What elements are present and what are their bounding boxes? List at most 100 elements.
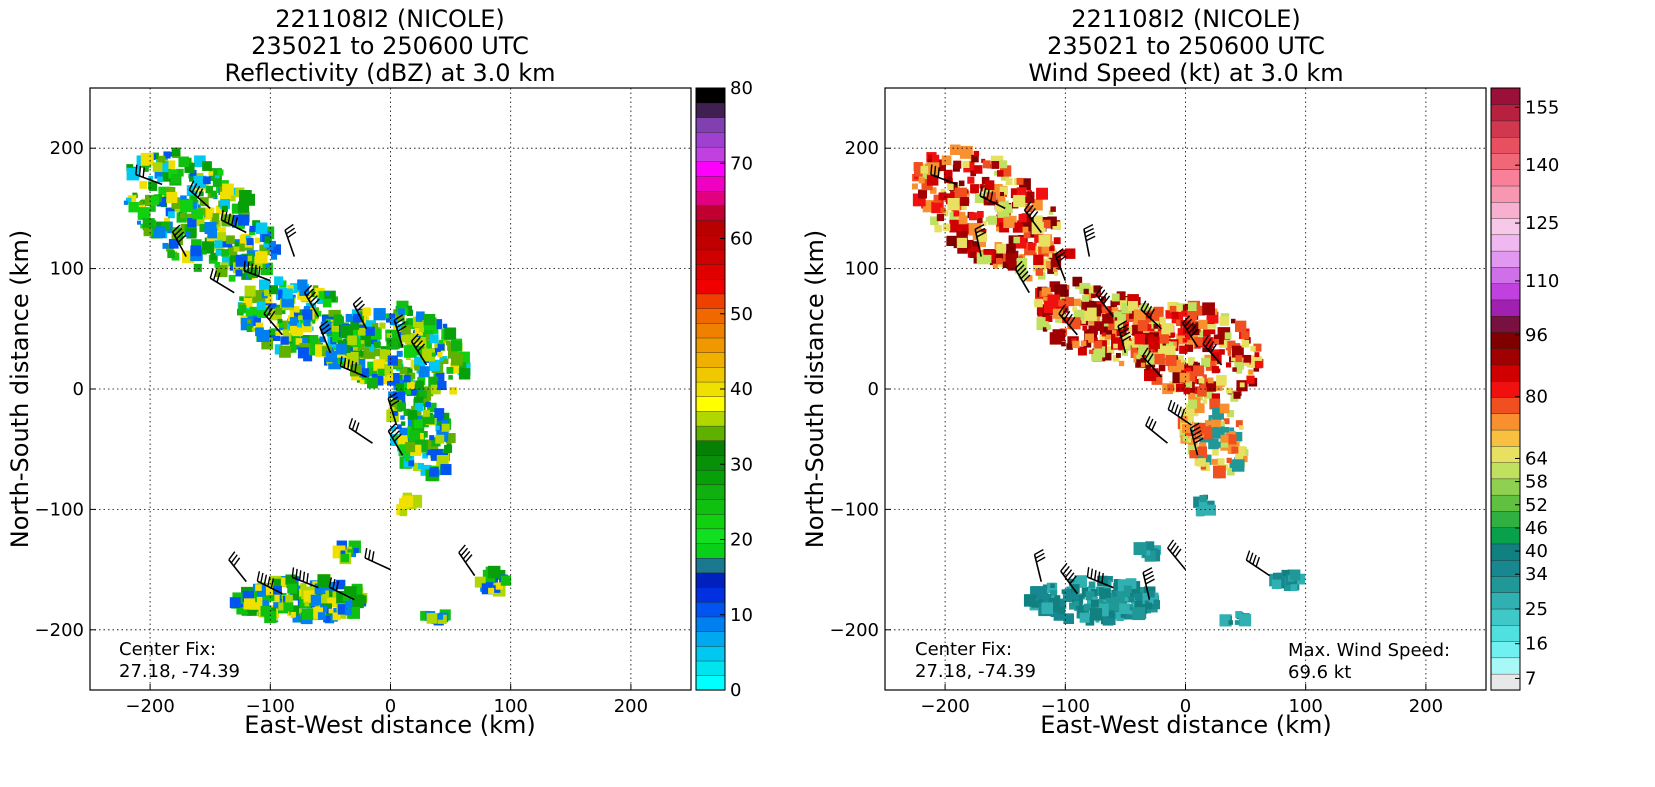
field-cell bbox=[1079, 612, 1090, 623]
field-cell bbox=[1206, 311, 1219, 324]
field-cell bbox=[434, 408, 445, 418]
field-cell bbox=[1141, 303, 1149, 312]
field-cell bbox=[1149, 334, 1154, 339]
field-cell bbox=[359, 355, 365, 361]
wind-barb-flag bbox=[1190, 422, 1200, 429]
field-cell bbox=[1106, 580, 1111, 585]
wind-barb-flag bbox=[354, 362, 358, 373]
field-cell bbox=[235, 254, 248, 267]
field-cell bbox=[413, 396, 424, 407]
field-cell bbox=[1086, 285, 1096, 295]
field-cell bbox=[399, 508, 407, 517]
field-cell bbox=[972, 235, 978, 241]
field-cell bbox=[1007, 261, 1017, 271]
wind-barb-flag bbox=[937, 167, 940, 178]
field-cell bbox=[1198, 499, 1208, 508]
field-cell bbox=[1042, 327, 1048, 332]
wind-barb-flag bbox=[243, 260, 246, 271]
field-cell bbox=[367, 377, 378, 389]
field-cell bbox=[233, 245, 240, 252]
field-cell bbox=[1052, 308, 1064, 319]
field-cell bbox=[1136, 595, 1148, 607]
colorbar-segment bbox=[695, 175, 726, 192]
field-cell bbox=[228, 194, 236, 202]
wind-barb-flag bbox=[270, 578, 275, 589]
field-cell bbox=[1106, 346, 1115, 354]
field-cell bbox=[432, 328, 439, 334]
field-cell bbox=[353, 547, 359, 554]
field-cell bbox=[152, 162, 163, 172]
field-cell bbox=[287, 284, 294, 292]
field-cell bbox=[982, 187, 992, 197]
field-cell bbox=[1112, 592, 1117, 597]
field-cell bbox=[332, 331, 343, 343]
field-cell bbox=[930, 216, 939, 226]
field-cell bbox=[189, 202, 198, 210]
wind-barb-shaft bbox=[209, 277, 235, 294]
field-cell bbox=[186, 253, 194, 261]
wind-barb-flag bbox=[1182, 315, 1191, 324]
colorbar-tick-label: 25 bbox=[1525, 599, 1548, 620]
field-cell bbox=[1212, 380, 1223, 391]
field-cell bbox=[191, 239, 202, 250]
field-cell bbox=[1208, 438, 1219, 450]
colorbar-segment bbox=[695, 366, 726, 383]
field-cell bbox=[242, 590, 254, 603]
field-cell bbox=[282, 329, 290, 337]
field-cell bbox=[359, 368, 369, 378]
wind-barb-flag bbox=[393, 433, 402, 442]
field-cell bbox=[1177, 328, 1186, 336]
field-cell bbox=[407, 385, 418, 396]
field-cell bbox=[1003, 216, 1015, 229]
field-cell bbox=[1093, 285, 1101, 293]
field-cell bbox=[1053, 237, 1061, 245]
field-cell bbox=[299, 286, 310, 296]
field-cell bbox=[331, 322, 342, 332]
field-cell bbox=[289, 336, 301, 347]
y-tick-label: −100 bbox=[830, 499, 879, 520]
wind-barb-flag bbox=[1057, 255, 1067, 263]
field-cell bbox=[1127, 300, 1138, 311]
field-cell bbox=[914, 168, 923, 177]
field-cell bbox=[1117, 579, 1130, 592]
field-cell bbox=[1127, 294, 1139, 306]
field-cell bbox=[1082, 294, 1089, 302]
colorbar-tick-label: 58 bbox=[1525, 472, 1548, 493]
field-cell bbox=[279, 320, 290, 331]
field-cell bbox=[932, 154, 940, 162]
wind-barb-flag bbox=[1036, 556, 1046, 563]
wind-barb-shaft bbox=[1095, 294, 1115, 318]
field-cell bbox=[429, 334, 439, 344]
field-cell bbox=[1088, 581, 1096, 589]
field-cell bbox=[1049, 245, 1055, 251]
field-cell bbox=[1145, 364, 1151, 371]
field-cell bbox=[435, 372, 445, 382]
field-cell bbox=[229, 597, 241, 609]
field-cell bbox=[926, 162, 940, 176]
field-cell bbox=[997, 261, 1003, 268]
field-cell bbox=[245, 274, 250, 279]
field-cell bbox=[1141, 353, 1149, 361]
field-cell bbox=[226, 235, 235, 245]
field-cell bbox=[1113, 591, 1125, 603]
field-cell bbox=[357, 350, 364, 357]
field-cell bbox=[161, 221, 171, 231]
field-cell bbox=[1199, 494, 1207, 503]
y-tick-label: 0 bbox=[73, 379, 84, 400]
field-cell bbox=[1066, 343, 1073, 350]
field-cell bbox=[127, 195, 137, 204]
field-cell bbox=[987, 215, 997, 225]
field-cell bbox=[420, 610, 430, 621]
field-cell bbox=[326, 581, 338, 593]
field-cell bbox=[1019, 178, 1031, 191]
field-cell bbox=[1144, 550, 1156, 562]
y-tick-label: 200 bbox=[50, 138, 84, 159]
field-cell bbox=[301, 321, 313, 333]
field-cell bbox=[274, 307, 282, 315]
wind-barb-shaft bbox=[319, 326, 332, 354]
wind-barb-flag bbox=[309, 295, 318, 304]
field-cell bbox=[187, 218, 197, 228]
field-cell bbox=[421, 430, 428, 438]
wind-barb-flag bbox=[260, 572, 264, 583]
field-cell bbox=[1202, 399, 1208, 404]
